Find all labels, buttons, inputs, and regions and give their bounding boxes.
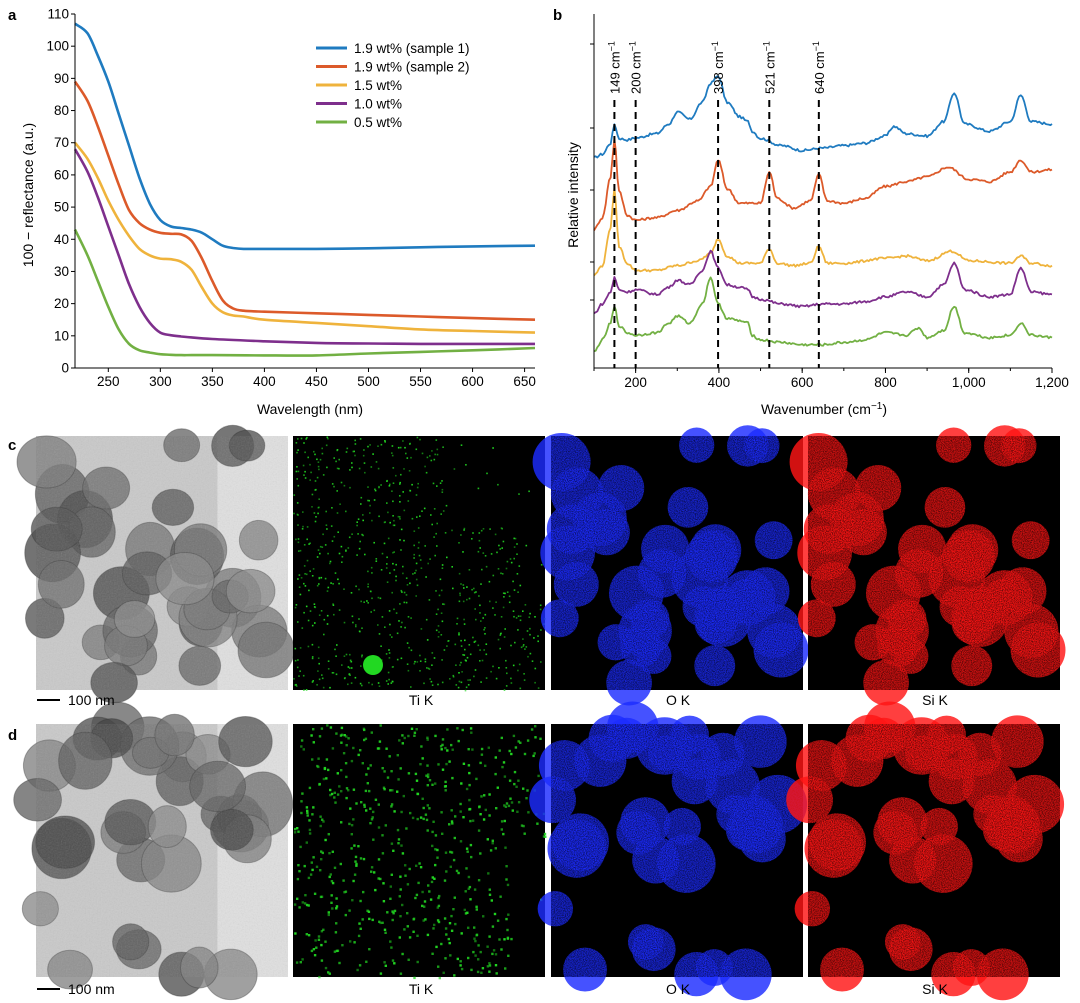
y-tick-label: 70 (54, 135, 69, 150)
x-tick-label: 800 (874, 375, 897, 390)
y-tick-label: 0 (61, 361, 69, 376)
x-tick-label: 650 (513, 374, 536, 389)
o-map (529, 701, 808, 1001)
tem-image (16, 424, 295, 704)
panel-label-b: b (553, 7, 562, 24)
y-axis-label: Relative intensity (565, 142, 581, 248)
raman-spectrum-2 (593, 138, 1053, 231)
legend-entry: 1.9 wt% (sample 1) (354, 41, 470, 56)
panel-label-c: c (8, 437, 16, 454)
y-axis-label: 100 − reflectance (a.u.) (20, 123, 36, 267)
series-line-4 (73, 148, 535, 346)
legend-entry: 1.0 wt% (354, 97, 402, 112)
raman-spectrum-1 (593, 75, 1053, 159)
x-tick-label: 400 (708, 375, 731, 390)
x-tick-label: 350 (201, 374, 224, 389)
map-label-o: O K (666, 981, 691, 997)
x-tick-label: 600 (791, 375, 814, 390)
si-map (786, 701, 1065, 1001)
uv-vis-chart: 250 300 350 400 450 500 550 600 650 0 10 20 30 40 50 60… (20, 7, 536, 418)
peak-marker-label: 149 cm−1 (606, 41, 622, 94)
map-label-ti: Ti K (409, 981, 434, 997)
map-label-si: Si K (922, 692, 948, 708)
x-tick-label: 500 (357, 374, 380, 389)
y-tick-label: 40 (54, 232, 69, 247)
legend-entry: 0.5 wt% (354, 115, 402, 130)
scale-bar-label: 100 nm (68, 981, 115, 997)
x-tick-label: 550 (409, 374, 432, 389)
y-tick-label: 50 (54, 200, 69, 215)
y-tick-label: 60 (54, 167, 69, 182)
x-axis-label: Wavenumber (cm−1) (761, 401, 887, 417)
raman-spectrum-5 (593, 276, 1053, 353)
x-tick-label: 1,200 (1035, 375, 1069, 390)
eds-map-row-c (16, 424, 1066, 706)
x-tick-label: 600 (461, 374, 484, 389)
series-line-5 (73, 229, 536, 357)
series-line-3 (73, 141, 536, 334)
x-tick-label: 300 (149, 374, 172, 389)
y-tick-label: 10 (54, 328, 69, 343)
x-tick-label: 400 (253, 374, 276, 389)
map-label-ti: Ti K (409, 692, 434, 708)
o-map (532, 425, 809, 706)
peak-marker-label: 640 cm−1 (811, 41, 827, 94)
panel-label-a: a (8, 7, 17, 24)
tem-image (13, 701, 294, 1001)
y-tick-label: 110 (47, 7, 69, 22)
scale-bar-label: 100 nm (68, 692, 115, 708)
peak-marker-label: 398 cm−1 (710, 41, 726, 94)
series-line-1 (74, 22, 536, 251)
x-tick-label: 250 (97, 374, 120, 389)
y-tick-label: 90 (54, 71, 69, 86)
y-tick-label: 100 (46, 39, 69, 54)
series-line-2 (73, 80, 536, 321)
panel-label-d: d (8, 727, 17, 744)
si-map (789, 425, 1066, 706)
peak-marker-label: 200 cm−1 (628, 41, 644, 94)
x-tick-label: 450 (305, 374, 328, 389)
x-tick-label: 1,000 (952, 375, 986, 390)
x-axis-label: Wavelength (nm) (257, 401, 363, 417)
map-label-o: O K (666, 692, 691, 708)
y-tick-label: 80 (54, 103, 69, 118)
eds-map-row-d (13, 701, 1065, 1001)
raman-chart: 149 cm−1 200 cm−1 398 cm−1 521 cm−1 640 cm−1… (565, 14, 1069, 417)
y-tick-label: 30 (54, 264, 69, 279)
x-tick-label: 200 (624, 375, 647, 390)
ti-map (293, 436, 546, 692)
peak-marker-label: 521 cm−1 (761, 41, 777, 94)
map-label-si: Si K (922, 981, 948, 997)
raman-spectrum-4 (593, 249, 1053, 315)
ti-cluster (363, 655, 383, 675)
legend-entry: 1.9 wt% (sample 2) (354, 60, 470, 75)
legend-entry: 1.5 wt% (354, 78, 402, 93)
ti-map (293, 724, 547, 980)
raman-spectrum-3 (593, 186, 1053, 277)
y-tick-label: 20 (54, 296, 69, 311)
